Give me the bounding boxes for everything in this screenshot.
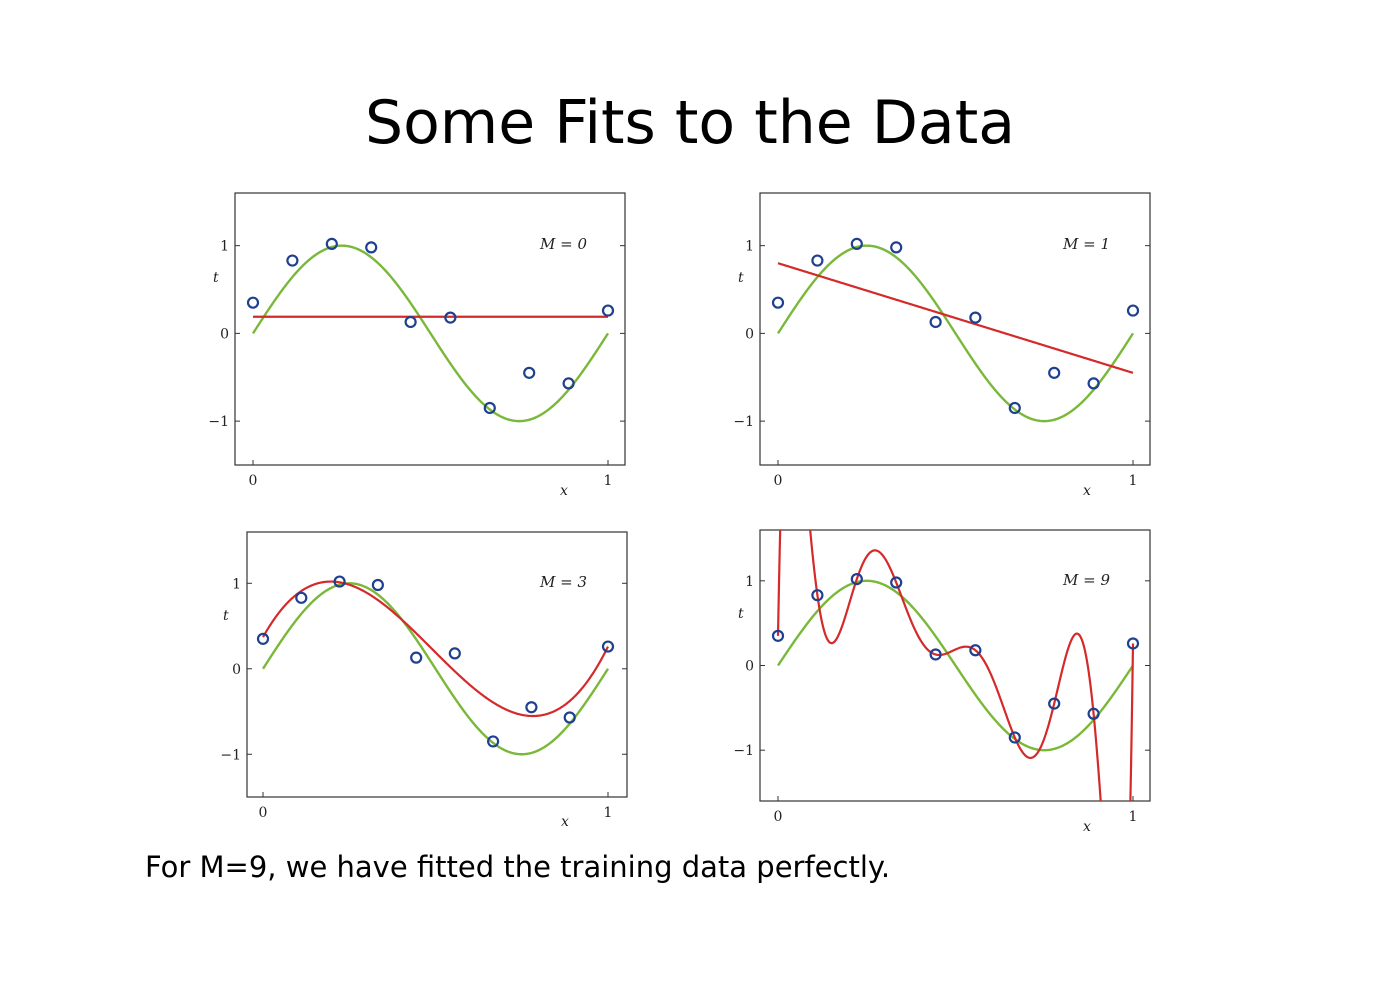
data-point (969, 311, 982, 324)
data-point (929, 648, 942, 661)
data-point (256, 632, 270, 645)
y-axis-label: t (223, 608, 229, 624)
x-axis-label: x (1083, 819, 1091, 835)
chart-panel-m1: −1 0 1 0 1 x t M = 1 (733, 192, 1151, 499)
true-curve-line (776, 244, 1135, 423)
true-curve-line (251, 244, 610, 423)
y-tick-label: 1 (220, 239, 229, 255)
data-point (487, 735, 500, 748)
y-tick-label: 0 (745, 326, 754, 342)
true-curve-line (261, 582, 610, 756)
data-point (969, 644, 982, 657)
x-tick-label: 1 (604, 805, 613, 821)
x-axis-label: x (560, 483, 568, 499)
y-tick-label: 0 (220, 326, 229, 342)
data-point (601, 640, 615, 653)
data-point (1008, 731, 1021, 744)
y-tick-label: 1 (745, 574, 754, 590)
data-point (811, 589, 824, 602)
data-point (771, 629, 785, 642)
data-point (890, 241, 903, 254)
data-point (771, 296, 785, 309)
chart-panel-m0: −1 0 1 0 1 x t M = 0 (208, 192, 626, 499)
data-point (811, 254, 824, 267)
data-point (333, 575, 346, 588)
y-tick-label: −1 (208, 414, 229, 430)
data-point (448, 647, 461, 660)
x-tick-label: 0 (774, 473, 783, 489)
data-point (1126, 304, 1140, 317)
model-order-label: M = 0 (539, 235, 587, 253)
y-tick-label: 0 (745, 659, 754, 675)
data-point (1048, 697, 1061, 710)
data-point (890, 576, 903, 589)
y-tick-label: 1 (745, 239, 754, 255)
data-point (525, 701, 538, 714)
plot-area (776, 244, 1135, 423)
data-point (850, 573, 863, 586)
plot-area (261, 580, 610, 756)
fit-curve-line (777, 262, 1134, 374)
model-order-label: M = 1 (1062, 235, 1110, 253)
y-tick-label: 0 (232, 662, 241, 678)
data-point (523, 366, 536, 379)
plot-area (776, 530, 1135, 801)
x-tick-label: 0 (259, 805, 268, 821)
x-axis-label: x (561, 814, 569, 830)
plot-frame (234, 192, 626, 466)
y-axis-label: t (213, 270, 219, 286)
data-point (410, 651, 423, 664)
data-point (444, 311, 457, 324)
plot-frame (759, 192, 1151, 466)
x-tick-label: 1 (1129, 473, 1138, 489)
data-point (850, 237, 863, 250)
data-point (483, 401, 496, 415)
x-axis-label: x (1083, 483, 1091, 499)
data-point (295, 591, 308, 604)
data-point (1087, 377, 1100, 390)
x-tick-label: 1 (1129, 809, 1138, 825)
true-curve-line (777, 579, 1134, 752)
x-tick-label: 0 (774, 809, 783, 825)
model-order-label: M = 9 (1062, 571, 1110, 589)
data-point (246, 296, 260, 309)
data-point (325, 237, 338, 250)
data-point (929, 315, 942, 329)
data-point (1087, 707, 1100, 720)
plot-frame (246, 531, 628, 798)
x-tick-label: 0 (249, 473, 258, 489)
fit-curve-line (262, 580, 609, 718)
fit-curve-line (776, 530, 1135, 801)
y-tick-label: 1 (232, 576, 241, 592)
slide-title: Some Fits to the Data (364, 88, 1015, 158)
slide-caption: For M=9, we have fitted the training dat… (145, 850, 891, 884)
data-point (562, 377, 575, 390)
plot-area (251, 244, 610, 423)
data-point (286, 254, 299, 267)
chart-panel-m9: −1 0 1 0 1 x t M = 9 (733, 529, 1151, 835)
data-point (365, 241, 378, 254)
data-point (601, 304, 615, 317)
y-axis-label: t (738, 606, 744, 622)
data-point (404, 315, 417, 329)
data-point (1048, 366, 1061, 379)
y-axis-label: t (738, 270, 744, 286)
chart-panel-m3: −1 0 1 0 1 x t M = 3 (220, 531, 628, 830)
data-point (1008, 401, 1021, 415)
y-tick-label: −1 (733, 743, 754, 759)
y-tick-label: −1 (220, 747, 241, 763)
data-point (563, 711, 576, 724)
x-tick-label: 1 (604, 473, 613, 489)
data-point (1126, 637, 1140, 650)
data-point (371, 578, 384, 592)
model-order-label: M = 3 (539, 573, 587, 591)
y-tick-label: −1 (733, 414, 754, 430)
